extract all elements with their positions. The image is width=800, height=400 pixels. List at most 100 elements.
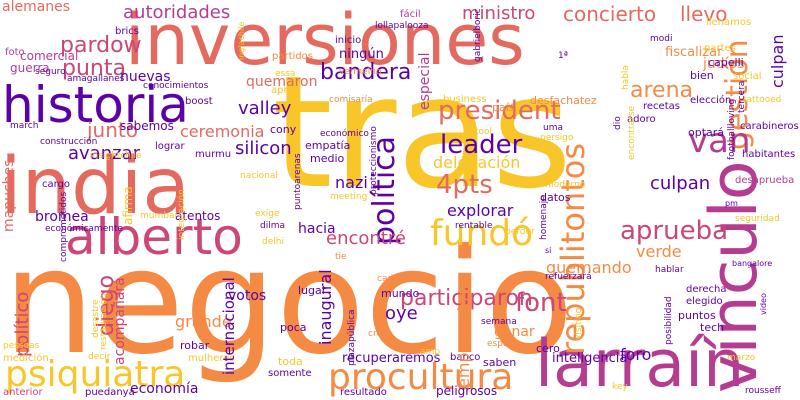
word-avanzar: avanzar [68, 143, 140, 164]
word-cargo: cargo [42, 179, 71, 190]
word-atentos: atentos [175, 209, 221, 223]
word-comercial: comercial [20, 49, 79, 63]
word-bien: bien [690, 69, 714, 82]
word-footballloving: pm [725, 199, 738, 208]
word-recuperaremos: recuperaremos [342, 351, 441, 366]
word-sabemos: sabemos [120, 119, 174, 133]
word-business: business [443, 94, 487, 105]
word-ganar: ganar [494, 324, 535, 340]
word-puedanya: puedanya [85, 387, 135, 398]
word-april: april [271, 85, 294, 96]
word-comprometidos: comprometidos [59, 191, 69, 262]
word-quemando: quemando [546, 258, 632, 277]
word-perder: perder [505, 227, 535, 237]
word-amp: amp [420, 347, 440, 357]
word-decir: decir [88, 352, 111, 362]
word-mulheres: mulheres [188, 353, 235, 364]
word-lugar: lugar [298, 284, 327, 297]
word-adoro: adoro [627, 114, 656, 125]
word-internacional: internacional [220, 277, 238, 375]
word-brics: brics [115, 26, 139, 37]
word-rentable: rentable [455, 221, 493, 231]
word-persigo: persigo [540, 133, 574, 143]
word-larrain: larraín [535, 327, 745, 400]
word-pardow: pardow [60, 33, 142, 58]
word-homenaje: homenaje [539, 195, 549, 240]
word-judios: judíos [703, 56, 745, 72]
word-comisaria: comisaría [329, 95, 373, 105]
word-dilma: dilma [260, 221, 285, 231]
word-proteccionismo: proteccionismo [369, 126, 379, 195]
word-tercera: essa [275, 69, 296, 79]
word-pm: modi [650, 34, 673, 44]
word-facil: fácil [400, 9, 421, 20]
word-partidos: partidos [272, 51, 313, 62]
word-tras: tras [272, 42, 573, 223]
word-hacia: hacia [298, 221, 336, 237]
word-inteligencia: inteligencia [552, 351, 628, 366]
word-delhi: delhi [262, 237, 284, 247]
word-plazapublica: plazapública [347, 309, 357, 366]
word-tattooed: insightchile [90, 151, 142, 161]
word-india: india [0, 142, 191, 232]
word-habla: dio [613, 116, 623, 130]
word-capelli: capelli [708, 56, 744, 69]
word-bromea: bromea [35, 209, 89, 225]
word-seguridad: seguridad [735, 214, 780, 224]
word-van: van [688, 121, 751, 161]
word-murmu: murmu [195, 149, 232, 160]
word-participaron: participaron [400, 286, 533, 311]
word-habitantes: habitantes [742, 149, 796, 160]
word-mapuches: mapuches [1, 159, 17, 232]
word-alemanes: alemanes [2, 0, 71, 15]
word-espacio: espacio [487, 339, 522, 349]
word-ceremonia: ceremonia [180, 122, 265, 141]
word-junto: junto [87, 118, 138, 142]
word-mundo: mundo [381, 287, 420, 300]
word-derecha: derecha [686, 284, 727, 295]
word-encontrarse: encontrarse [627, 105, 637, 160]
word-culpan: culpan [650, 173, 711, 194]
word-acompanara: acompañará [112, 277, 128, 365]
word-1a: económicamente [45, 224, 124, 234]
word-leader: leader [440, 130, 523, 160]
word-video: gabrielboric [473, 8, 483, 62]
word-tool: tool [475, 127, 493, 137]
word-partes: partes [704, 43, 736, 54]
word-anterior: anterior [3, 387, 43, 398]
word-insightchile: video [759, 293, 768, 315]
word-medio: medio [310, 152, 345, 165]
word-encontre: encontré [326, 228, 406, 249]
word-culpan-vert: culpan [768, 34, 787, 88]
word-toda: toda [278, 355, 303, 368]
word-mumbai: mumbai [140, 211, 177, 221]
word-si: 1ª [558, 51, 568, 61]
word-medicion: medición [3, 353, 49, 364]
word-integracion: integración [177, 189, 187, 240]
word-inaugural: inaugural [316, 269, 335, 345]
word-somente: somente [268, 368, 312, 379]
word-delegacion: delegación [433, 153, 521, 172]
word-eleccion: elección [690, 95, 732, 106]
word-grande: grande [175, 312, 232, 331]
word-psiquiatra: psiquiatra [5, 354, 186, 395]
word-carabineros: carabineros [740, 121, 799, 132]
word-exige: exige [255, 209, 280, 219]
word-hablar: hablar [655, 265, 684, 275]
word-cadem: cadem [377, 274, 408, 284]
word-aprueba: aprueba [620, 216, 729, 246]
word-modi: tercera [737, 80, 747, 113]
word-optara: optará [688, 126, 725, 139]
word-ministro: ministro [462, 3, 536, 24]
word-rousseff: rousseff [745, 386, 781, 396]
word-resultado: resultado [340, 387, 387, 398]
word-ningun: ningún [339, 47, 384, 62]
word-puntoarenas: puntoarenas [293, 153, 303, 210]
word-4pts: 4pts [436, 170, 493, 200]
word-foro: foro [620, 345, 652, 364]
word-nuevas: nuevas [120, 69, 171, 85]
word-republitontos: republitontos [554, 142, 592, 355]
word-historia: historia [2, 76, 189, 134]
word-valley: valley [238, 98, 292, 119]
